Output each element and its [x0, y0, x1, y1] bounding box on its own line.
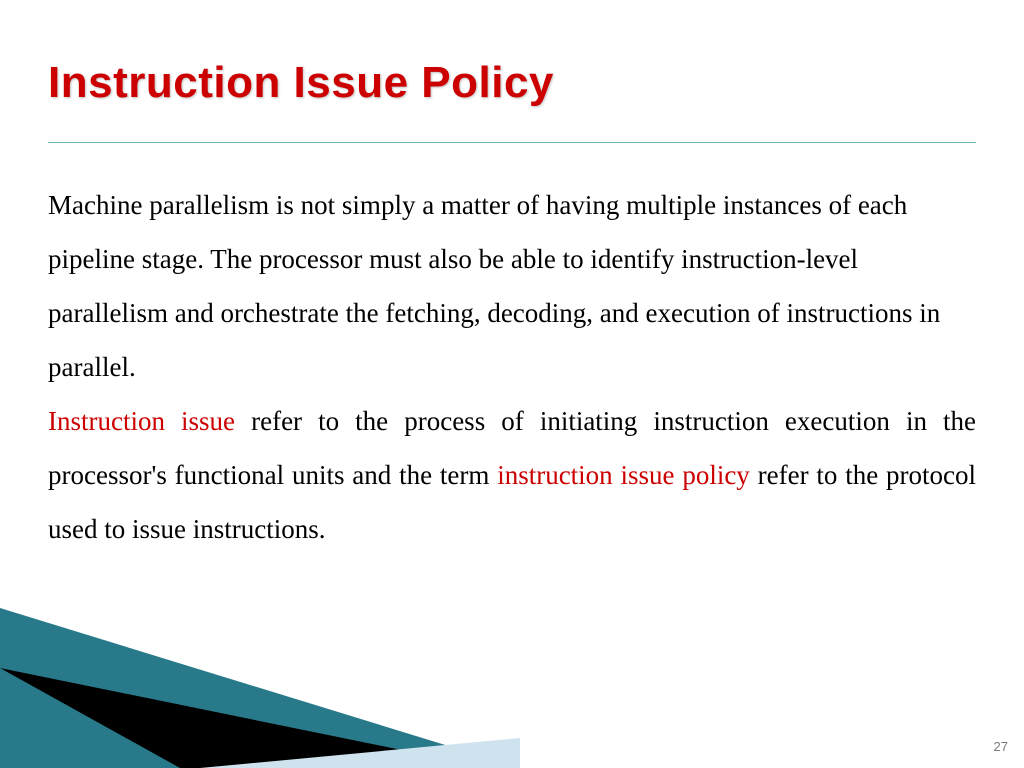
slide: Instruction Issue Policy Machine paralle… — [0, 0, 1024, 768]
highlight-instruction-issue-policy: instruction issue policy — [497, 460, 750, 490]
paragraph-2: Instruction issue refer to the process o… — [48, 394, 976, 556]
body-text: Machine parallelism is not simply a matt… — [48, 178, 976, 556]
page-number: 27 — [994, 739, 1008, 754]
slide-title: Instruction Issue Policy — [48, 58, 554, 108]
highlight-instruction-issue: Instruction issue — [48, 406, 235, 436]
title-underline — [48, 142, 976, 143]
paragraph-1: Machine parallelism is not simply a matt… — [48, 178, 976, 394]
corner-accent — [0, 608, 520, 768]
